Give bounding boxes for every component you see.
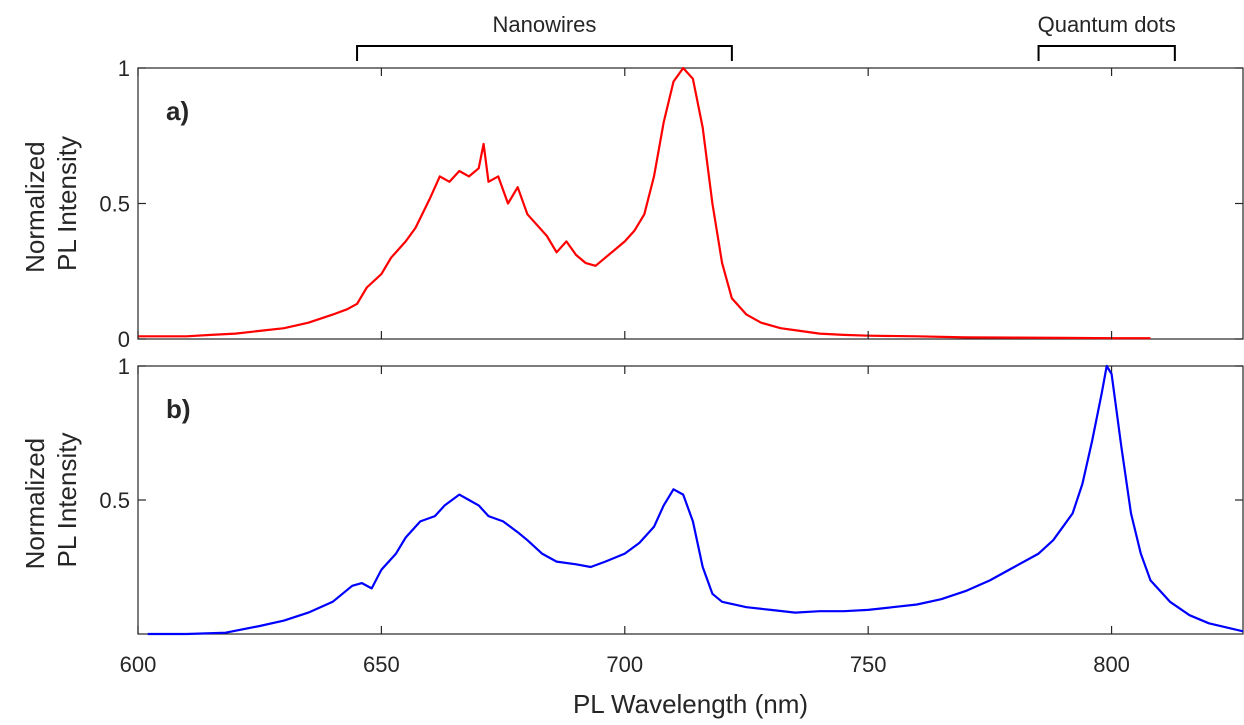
panel-b-y-ticks: 0.51 xyxy=(99,354,1243,513)
panel-a-y-tick-label: 0 xyxy=(118,327,130,352)
x-tick-label: 750 xyxy=(850,652,887,677)
panel-a-series-line xyxy=(138,66,1151,340)
x-tick-label: 800 xyxy=(1093,652,1130,677)
panel-b-y-label-line1: Normalized xyxy=(20,438,50,570)
panel-b: 0.51 600 650 700 750 800 b) Normalized PL In… xyxy=(20,68,1244,719)
panel-a-label: a) xyxy=(166,96,189,126)
panel-a-y-label-line1: Normalized xyxy=(20,141,50,273)
x-axis-ticks: 600 650 700 750 800 xyxy=(120,68,1130,677)
panel-a: 00.51 a) Normalized PL Intensity xyxy=(20,56,1244,352)
quantum-dots-bracket xyxy=(1037,45,1176,61)
panel-b-y-tick-label: 1 xyxy=(118,354,130,379)
panel-b-y-tick-label: 0.5 xyxy=(99,488,130,513)
x-axis-label: PL Wavelength (nm) xyxy=(573,689,808,719)
nanowires-bracket xyxy=(356,45,733,61)
x-tick-label: 600 xyxy=(120,652,157,677)
x-tick-label: 700 xyxy=(606,652,643,677)
nanowires-annotation: Nanowires xyxy=(492,12,596,37)
panel-b-series-line xyxy=(147,364,1244,636)
panel-b-y-label-line2: PL Intensity xyxy=(52,433,82,568)
annotation-layer: Nanowires Quantum dots xyxy=(356,12,1176,61)
quantum-dots-annotation: Quantum dots xyxy=(1038,12,1176,37)
panel-a-y-axis-label: Normalized PL Intensity xyxy=(20,134,82,273)
panel-a-y-label-line2: PL Intensity xyxy=(52,136,82,271)
panel-b-y-axis-label: Normalized PL Intensity xyxy=(20,431,82,570)
panel-a-y-tick-label: 1 xyxy=(118,56,130,81)
panel-a-frame xyxy=(137,67,1244,340)
x-tick-label: 650 xyxy=(363,652,400,677)
panel-a-y-tick-label: 0.5 xyxy=(99,192,130,217)
panel-b-label: b) xyxy=(166,394,191,424)
panel-a-y-ticks: 00.51 xyxy=(99,56,1243,352)
